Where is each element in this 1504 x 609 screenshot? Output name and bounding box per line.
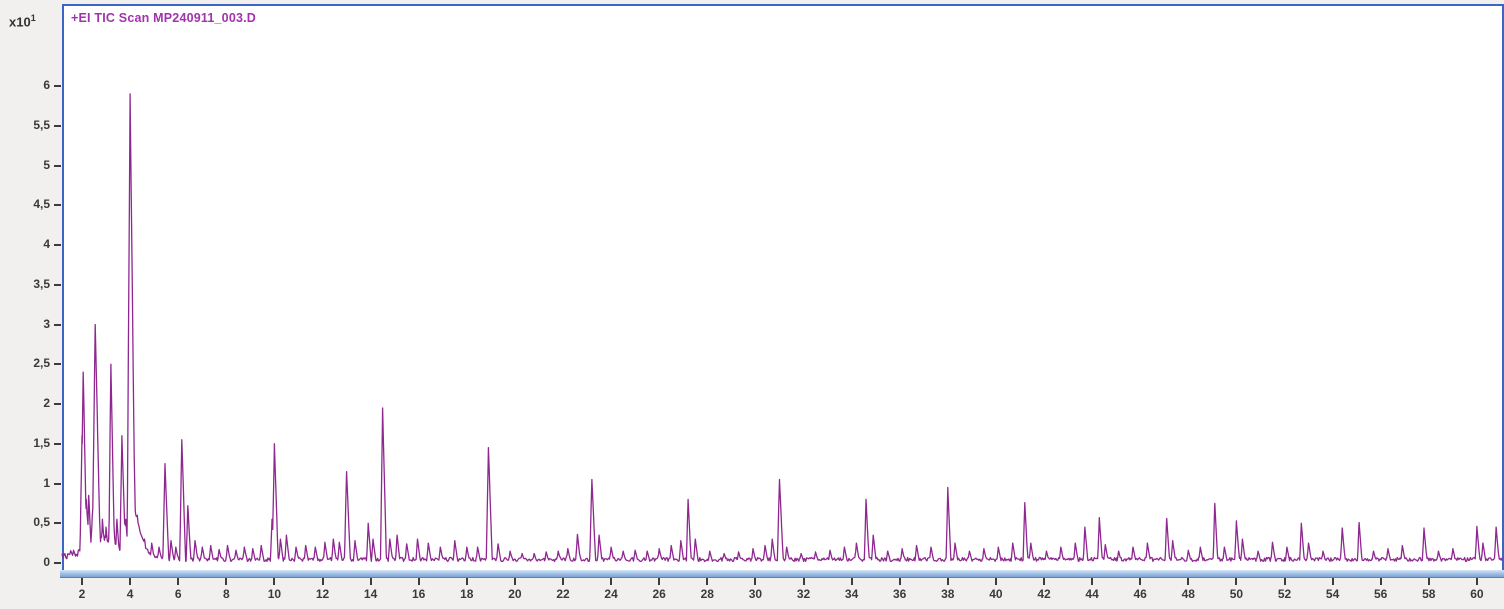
x-axis-tick (946, 578, 949, 585)
x-axis-tick (273, 578, 276, 585)
x-axis-tick-label: 50 (1229, 587, 1244, 601)
x-axis-tick (1475, 578, 1478, 585)
y-scale-exponent: 1 (30, 13, 36, 23)
y-axis-tick-label: 1,5 (33, 435, 50, 450)
x-axis-tick (1283, 578, 1286, 585)
y-axis-tick-label: 5,5 (33, 117, 50, 132)
x-axis-tick-label: 40 (989, 587, 1003, 601)
y-axis-tick (54, 204, 61, 207)
y-axis-tick-label: 4,5 (33, 197, 50, 212)
x-axis-tick (129, 578, 132, 585)
y-axis-tick-label: 1 (43, 475, 50, 490)
y-axis-tick (54, 85, 61, 87)
x-axis-tick (81, 578, 83, 585)
x-axis-tick-label: 46 (1133, 587, 1147, 601)
x-axis-tick-label: 2 (78, 587, 86, 601)
x-axis-tick (369, 578, 372, 585)
x-axis-tick (225, 578, 228, 585)
y-axis-tick-label: 0 (43, 555, 50, 569)
x-axis-tick (1187, 578, 1190, 585)
y-axis-tick-label: 3,5 (33, 276, 50, 291)
y-axis-tick (54, 363, 61, 366)
x-axis-tick (1379, 578, 1382, 585)
x-axis-tick-label: 56 (1374, 587, 1388, 601)
x-axis-tick (754, 578, 757, 585)
x-axis-tick-label: 42 (1037, 587, 1051, 601)
x-axis-tick-label: 52 (1277, 587, 1292, 601)
x-axis-tick-label: 12 (315, 587, 330, 601)
x-axis-tick-label: 34 (844, 587, 859, 601)
y-axis-tick (54, 562, 61, 564)
y-axis-tick (54, 442, 61, 445)
y-axis-tick (54, 164, 61, 167)
x-axis-tick (321, 578, 324, 585)
x-axis-tick-label: 22 (556, 587, 570, 601)
x-axis-tick-label: 38 (941, 587, 955, 601)
y-axis-tick (54, 403, 61, 405)
x-axis-tick-label: 20 (508, 587, 522, 601)
x-axis-tick (465, 578, 468, 585)
x-axis-tick-label: 24 (604, 587, 618, 601)
x-axis-tick (1427, 578, 1430, 585)
x-axis-tick-label: 60 (1470, 587, 1484, 601)
x-axis-tick-label: 58 (1422, 587, 1436, 601)
y-axis-tick-label: 0,5 (33, 515, 50, 530)
x-axis-tick-label: 32 (796, 587, 811, 601)
y-axis-tick (54, 124, 61, 127)
x-axis-tick (417, 578, 420, 585)
y-axis-tick (54, 283, 61, 286)
x-axis-tick (1139, 578, 1142, 585)
x-axis-tick (1043, 578, 1045, 585)
x-axis-tick (1091, 578, 1094, 585)
x-axis-tick (802, 578, 805, 585)
x-axis-tick (850, 578, 853, 585)
x-axis-tick-label: 18 (460, 587, 474, 601)
x-axis-tick-label: 10 (267, 587, 282, 601)
x-axis-tick-label: 36 (893, 587, 907, 601)
y-axis-scale-label: x101 (9, 13, 36, 29)
x-axis-tick-label: 44 (1085, 587, 1099, 601)
y-axis-tick-label: 4 (43, 237, 50, 251)
y-axis-tick (54, 482, 61, 485)
y-axis-tick-label: 5 (43, 157, 50, 172)
x-axis-tick-label: 26 (652, 587, 666, 601)
x-axis-tick-label: 4 (126, 587, 134, 601)
y-axis-tick (54, 323, 61, 326)
x-axis-tick (706, 578, 709, 585)
x-axis-tick-label: 8 (222, 587, 230, 601)
x-axis-tick (1331, 578, 1334, 585)
x-axis-tick (1235, 578, 1238, 585)
x-axis-rail (60, 570, 1504, 578)
y-axis-tick-label: 3 (43, 316, 50, 331)
x-axis-tick (562, 578, 564, 585)
x-axis-tick (177, 578, 180, 585)
x-axis-tick-label: 28 (700, 587, 714, 601)
x-axis-tick (513, 578, 516, 585)
trace-title: +EI TIC Scan MP240911_003.D (71, 11, 257, 25)
x-axis-tick-label: 48 (1181, 587, 1195, 601)
y-axis-tick-label: 2 (43, 396, 50, 410)
y-axis-tick (54, 244, 61, 246)
x-axis-tick (610, 578, 613, 585)
x-axis-tick-label: 54 (1325, 587, 1340, 601)
x-axis-tick-label: 30 (748, 587, 763, 601)
y-axis-tick (54, 522, 61, 525)
x-axis-tick-label: 14 (363, 587, 378, 601)
plot-area[interactable] (62, 4, 1504, 572)
y-axis-tick-label: 6 (43, 78, 50, 92)
y-scale-mantissa: x10 (9, 14, 31, 30)
x-axis-tick-label: 16 (412, 587, 426, 601)
x-axis-tick (994, 578, 997, 585)
x-axis-tick (658, 578, 661, 585)
x-axis-tick (898, 578, 901, 585)
x-axis-tick-label: 6 (174, 587, 182, 601)
y-axis-tick-label: 2,5 (33, 356, 50, 371)
